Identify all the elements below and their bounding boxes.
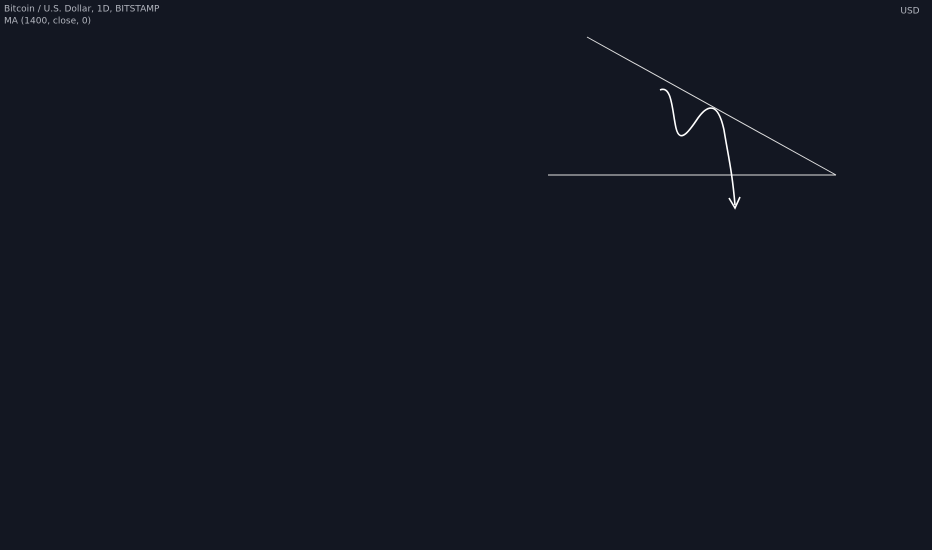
price-axis: [890, 0, 932, 550]
currency: USD: [900, 7, 919, 17]
triangle-upper: [586, 36, 837, 176]
projection-path: [659, 88, 736, 206]
projection-arrow: [728, 196, 741, 210]
indicator: MA (1400, close, 0): [4, 17, 91, 27]
symbol: Bitcoin / U.S. Dollar, 1D, BITSTAMP: [4, 5, 160, 15]
